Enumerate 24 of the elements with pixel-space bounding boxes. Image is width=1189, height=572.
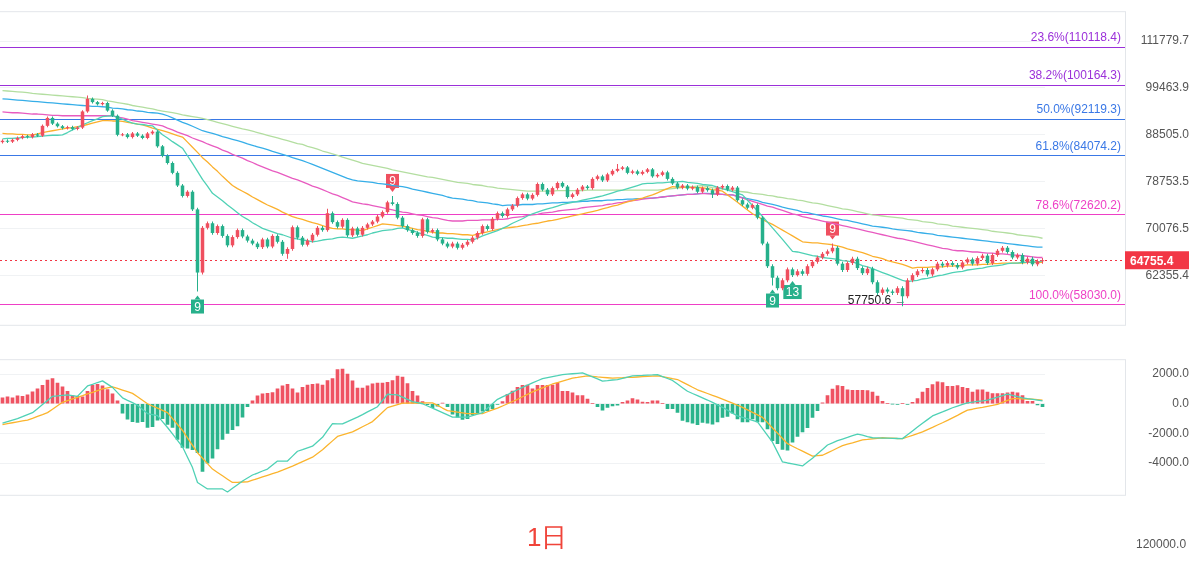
y-tick-label: -4000.0	[1148, 455, 1189, 470]
ref-line-label: 50.0%(92119.3)	[1036, 102, 1121, 117]
y-tick-label: 78753.5	[1145, 173, 1189, 188]
ref-line-label: 100.0%(58030.0)	[1028, 287, 1121, 302]
y-tick-label: 111779.7	[1140, 33, 1189, 48]
text: 120000.0	[1136, 537, 1187, 551]
y-tick-label: 2000.0	[1152, 366, 1189, 381]
ref-line-label: 61.8%(84074.2)	[1035, 138, 1121, 153]
ref-line-label: 38.2%(100164.3)	[1028, 68, 1121, 83]
ref-line-label: 23.6%(110118.4)	[1030, 30, 1121, 45]
annotation: 9	[389, 174, 397, 189]
annotation: 9	[829, 221, 837, 236]
annotation: 13	[785, 285, 800, 300]
ref-line-label: 64755.4	[1130, 253, 1174, 268]
y-tick-label: 88505.0	[1145, 127, 1189, 142]
y-tick-label: 62355.4	[1145, 267, 1189, 282]
y-tick-label: 99463.9	[1145, 80, 1189, 95]
y-tick-label: -2000.0	[1148, 425, 1189, 440]
ref-line-label: 78.6%(72620.2)	[1035, 197, 1121, 212]
y-tick-label: 70076.5	[1145, 220, 1189, 235]
text: 1日	[527, 522, 568, 552]
annotation: 9	[194, 299, 202, 314]
annotation: 9	[769, 293, 777, 308]
y-tick-label: 0.0	[1172, 396, 1189, 411]
